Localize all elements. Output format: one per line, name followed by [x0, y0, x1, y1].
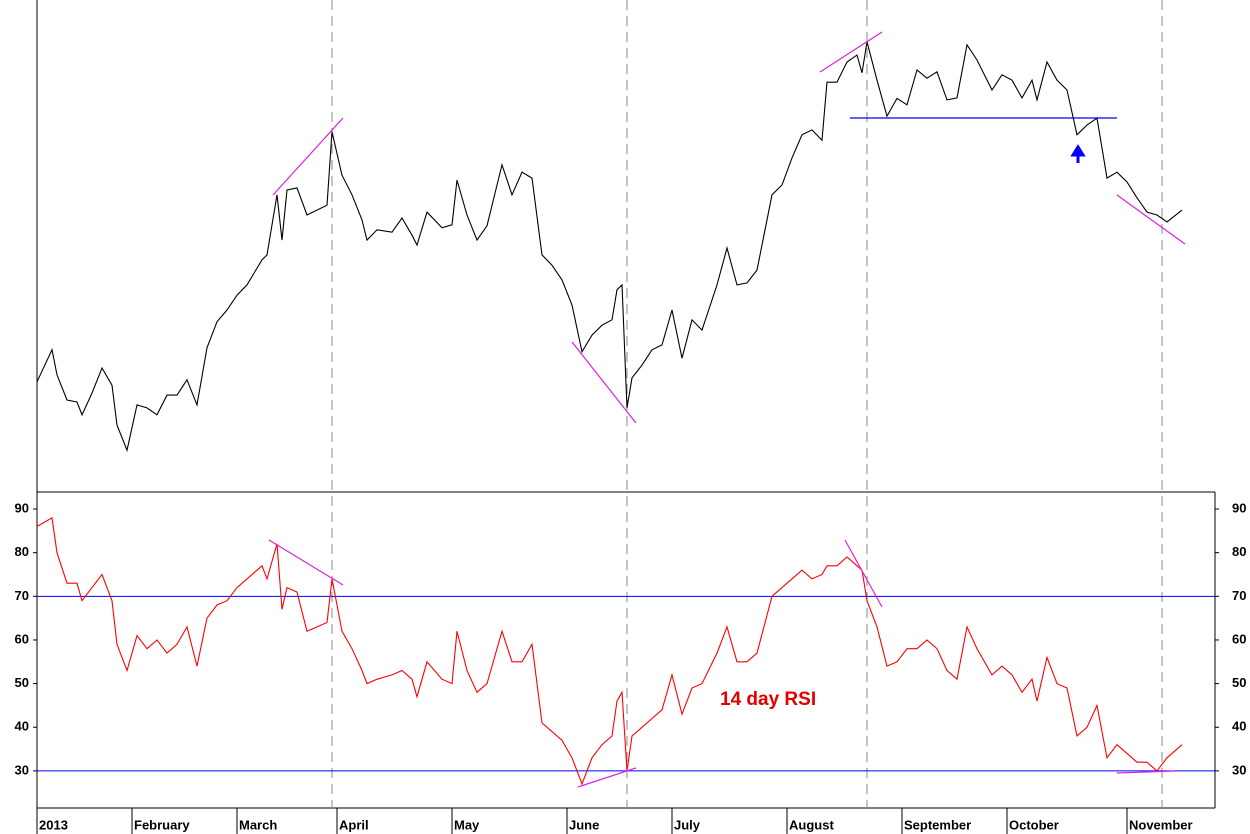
y-tick-label-right: 60: [1232, 631, 1246, 646]
x-tick-label: August: [789, 817, 834, 832]
x-tick-label: 2013: [39, 817, 68, 832]
x-tick-label: April: [339, 817, 369, 832]
y-tick-label: 60: [15, 631, 29, 646]
x-tick-label: February: [134, 817, 190, 832]
panel-title: 14 day RSI: [720, 689, 816, 710]
data-line: [36, 516, 1183, 786]
y-tick-label: 30: [15, 762, 29, 777]
trend-line: [577, 767, 637, 788]
y-tick-label-right: 30: [1232, 762, 1246, 777]
y-tick-label-right: 80: [1232, 544, 1246, 559]
y-tick-label: 40: [15, 719, 29, 734]
y-tick-label-right: 40: [1232, 719, 1246, 734]
x-tick-label: March: [239, 817, 277, 832]
trend-line: [1116, 770, 1176, 774]
trend-line: [272, 117, 344, 196]
trend-line: [1116, 194, 1186, 245]
y-tick-label: 70: [15, 588, 29, 603]
x-tick-label: June: [569, 817, 599, 832]
y-tick-label: 90: [15, 500, 29, 515]
trend-line: [844, 539, 883, 608]
x-tick-label: July: [674, 817, 701, 832]
y-tick-label-right: 70: [1232, 588, 1246, 603]
x-tick-label: November: [1129, 817, 1193, 832]
arrow: [1070, 144, 1086, 163]
trend-line: [819, 31, 883, 73]
y-tick-label: 80: [15, 544, 29, 559]
x-tick-label: May: [454, 817, 480, 832]
x-tick-label: September: [904, 817, 971, 832]
trend-line: [571, 341, 637, 424]
trend-line: [268, 539, 344, 586]
annotations: [268, 31, 1186, 788]
data-line: [36, 41, 1183, 453]
x-tick-label: October: [1009, 817, 1059, 832]
y-tick-label-right: 50: [1232, 675, 1246, 690]
y-tick-label: 50: [15, 675, 29, 690]
y-tick-label-right: 90: [1232, 500, 1246, 515]
